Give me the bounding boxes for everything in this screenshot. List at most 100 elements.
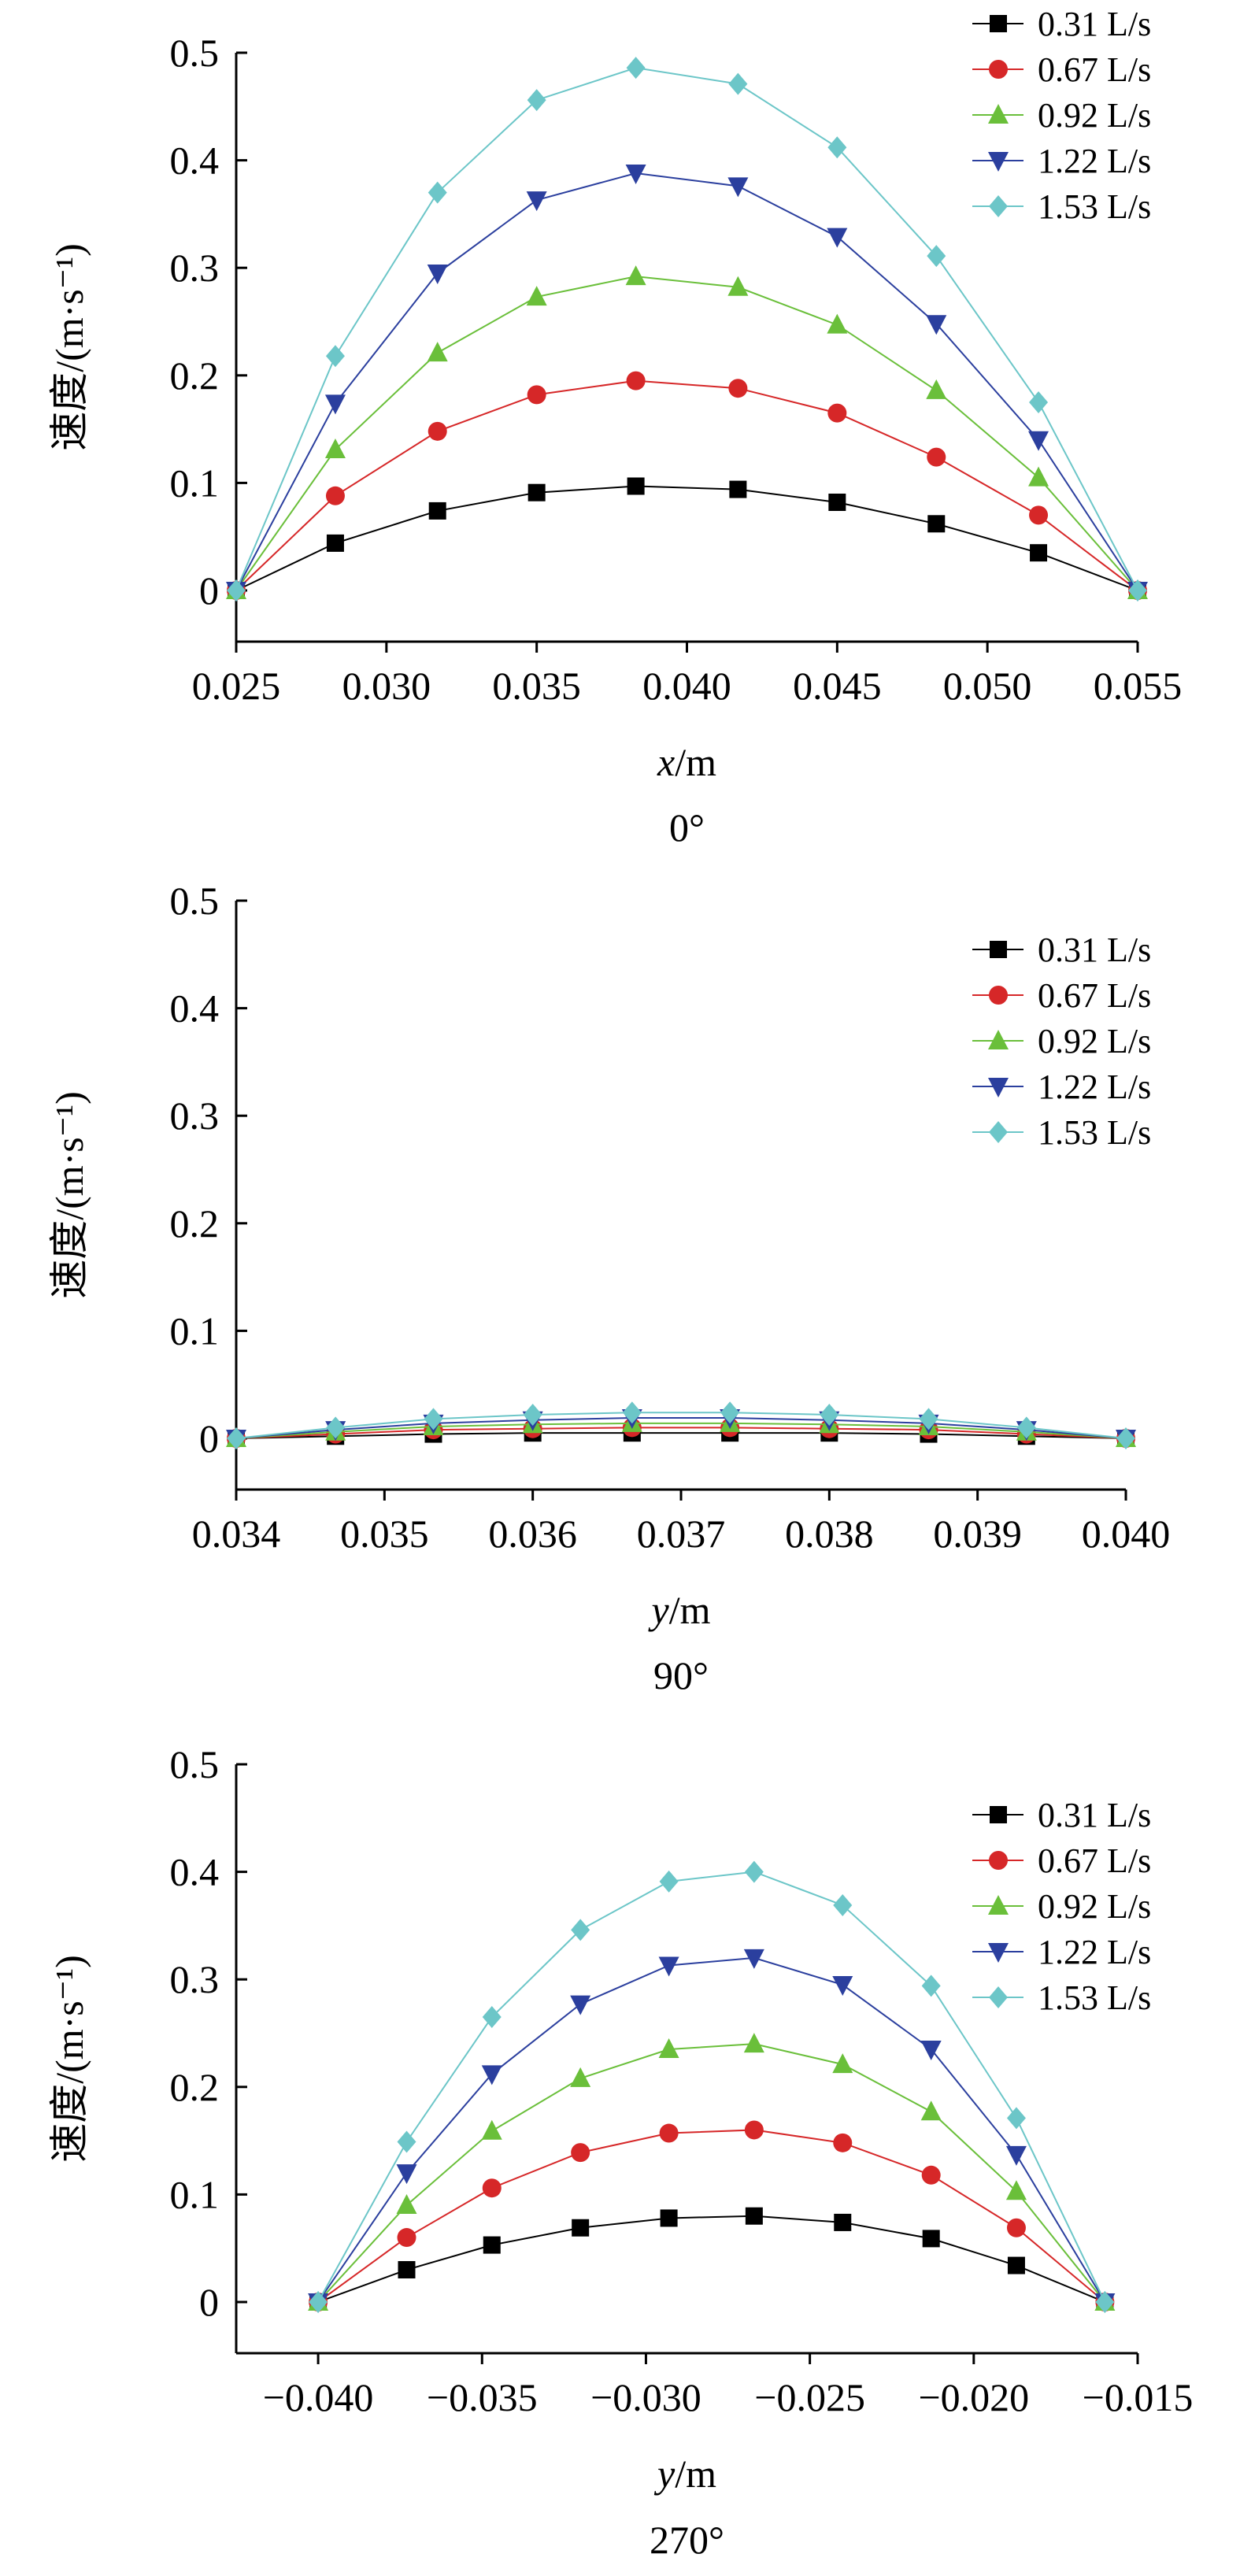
data-point	[572, 2219, 590, 2237]
data-point	[428, 421, 447, 441]
series-line	[235, 1417, 1127, 1439]
legend-entry-label: 1.53 L/s	[1038, 1113, 1151, 1152]
data-point	[396, 2164, 417, 2185]
data-point	[926, 315, 947, 335]
panel-caption: 0°	[669, 805, 705, 849]
legend-swatch-marker	[988, 1030, 1009, 1049]
data-point	[1016, 1416, 1036, 1439]
x-tick-label: −0.020	[918, 2375, 1029, 2419]
x-tick-label: 0.035	[492, 664, 581, 708]
x-axis-label-variable: y	[648, 1588, 670, 1632]
legend-entry-label: 0.67 L/s	[1038, 1841, 1151, 1880]
y-tick-label: 0.5	[170, 1742, 220, 1786]
legend-swatch-marker	[989, 1121, 1008, 1143]
legend-swatch-marker	[990, 1806, 1007, 1823]
data-point	[481, 2065, 502, 2086]
data-point	[743, 1949, 764, 1969]
x-axis-label-unit: /m	[675, 2452, 716, 2496]
y-tick-label: 0	[199, 1416, 219, 1460]
x-tick-label: 0.039	[933, 1512, 1022, 1556]
data-point	[827, 136, 847, 159]
x-tick-label: 0.055	[1094, 664, 1183, 708]
data-point	[625, 265, 646, 286]
y-tick-label: 0.1	[170, 461, 220, 505]
data-point	[625, 164, 646, 184]
data-point	[727, 276, 749, 296]
legend-swatch-marker	[989, 986, 1008, 1005]
data-point	[1005, 2145, 1027, 2166]
legend-swatch-marker	[989, 1851, 1008, 1870]
chart-panel-1: 0 0.1 0.2 0.3 0.4 0.5 0.034 0.035 0.036 0.037 0.03…	[47, 879, 1170, 1697]
legend-entry-label: 0.31 L/s	[1038, 5, 1151, 43]
legend-entry-label: 0.67 L/s	[1038, 50, 1151, 89]
y-tick-label: 0.3	[170, 246, 220, 290]
x-tick-label: −0.015	[1083, 2375, 1194, 2419]
data-point	[727, 177, 749, 198]
x-axis-label: x/m	[657, 740, 716, 784]
x-tick-label: 0.045	[793, 664, 882, 708]
data-point	[428, 181, 447, 204]
data-point	[926, 379, 947, 399]
data-point	[309, 2291, 328, 2313]
y-tick-label: 0.2	[170, 2065, 220, 2109]
data-point	[728, 72, 748, 95]
x-tick-label: −0.040	[263, 2375, 374, 2419]
data-point	[427, 265, 448, 285]
data-point	[833, 1893, 853, 1916]
legend-swatch-marker	[988, 104, 1009, 124]
y-tick-label: 0	[199, 2280, 219, 2324]
y-axis-label: 速度/(m·s⁻¹)	[47, 1955, 91, 2163]
data-point	[921, 2165, 941, 2185]
data-point	[1029, 390, 1049, 413]
data-point	[227, 579, 246, 601]
y-tick-label: 0.2	[170, 353, 220, 398]
data-point	[483, 2236, 501, 2254]
y-tick-label: 0.5	[170, 31, 220, 75]
data-point	[527, 385, 546, 405]
legend-swatch-marker	[990, 15, 1007, 32]
legend: 0.31 L/s 0.67 L/s 0.92 L/s 1.22 L/s 1.53 L/s	[972, 931, 1151, 1152]
data-point	[1030, 544, 1048, 562]
data-point	[659, 1870, 679, 1893]
legend-entry-label: 0.67 L/s	[1038, 976, 1151, 1015]
data-point	[660, 2209, 678, 2227]
legend-swatch-marker	[988, 1895, 1009, 1915]
data-point	[920, 2040, 942, 2060]
x-tick-label: −0.035	[427, 2375, 538, 2419]
legend-entry-label: 0.92 L/s	[1038, 1022, 1151, 1060]
data-point	[927, 447, 946, 467]
x-axis-label-unit: /m	[675, 740, 716, 784]
data-point	[324, 394, 346, 415]
chart-panel-2: 0 0.1 0.2 0.3 0.4 0.5 −0.040 −0.035 −0.030 −0.025…	[47, 1742, 1193, 2562]
data-point	[396, 2194, 417, 2215]
data-point	[827, 228, 848, 248]
data-point	[832, 2053, 853, 2074]
data-point	[1005, 2180, 1027, 2200]
legend-swatch-marker	[988, 1943, 1009, 1963]
data-point	[658, 2037, 679, 2058]
data-point	[658, 1956, 679, 1977]
data-point	[1006, 2107, 1026, 2130]
y-axis-label: 速度/(m·s⁻¹)	[47, 1091, 91, 1299]
data-point	[326, 1416, 346, 1439]
x-axis-label-unit: /m	[669, 1588, 711, 1632]
y-tick-label: 0	[199, 568, 219, 613]
y-tick-label: 0.4	[170, 1850, 220, 1894]
x-axis-label: y/m	[653, 2452, 716, 2496]
legend-swatch-marker	[990, 941, 1007, 958]
data-point	[832, 1976, 853, 1997]
y-tick-label: 0.4	[170, 986, 220, 1031]
data-point	[325, 345, 345, 368]
data-point	[920, 2100, 942, 2121]
x-tick-label: −0.025	[754, 2375, 865, 2419]
legend-swatch-marker	[989, 1986, 1008, 2008]
data-point	[720, 1401, 740, 1424]
legend-entry-label: 1.22 L/s	[1038, 1933, 1151, 1971]
y-tick-label: 0.4	[170, 139, 220, 183]
legend-entry-label: 0.92 L/s	[1038, 96, 1151, 135]
data-point	[482, 2006, 502, 2029]
series-line	[235, 1412, 1127, 1439]
y-axis-label: 速度/(m·s⁻¹)	[47, 243, 91, 451]
data-point	[1028, 466, 1049, 487]
